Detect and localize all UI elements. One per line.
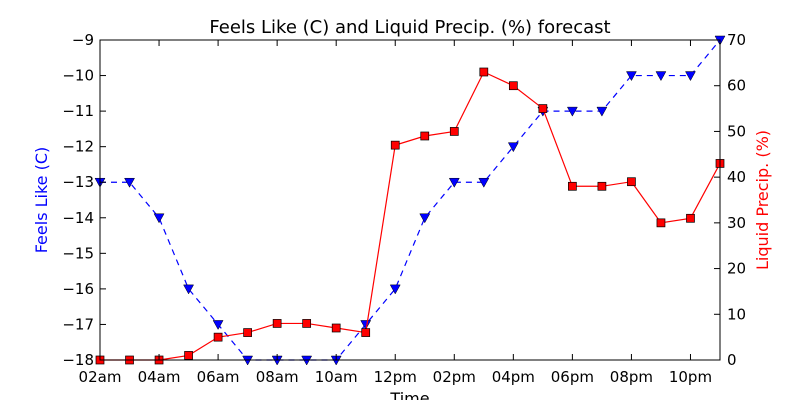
precip-point (272, 319, 282, 328)
precip-line (100, 71, 721, 361)
plot-series (94, 35, 726, 366)
right-tick-label: 10 (727, 305, 746, 323)
feels-like-point (448, 177, 460, 188)
feels-like-point (360, 320, 372, 330)
x-tick-label: 04pm (492, 368, 535, 386)
feels-like-point (566, 106, 578, 117)
x-tick-label: 10am (315, 368, 358, 386)
feels-like-point (478, 177, 490, 188)
left-axis-ticks: −18 −17 −16 −15 −14 −13 −12 −11 −10 −9 (62, 31, 106, 369)
chart-title: Feels Like (C) and Liquid Precip. (%) fo… (209, 17, 610, 38)
right-tick-label: 30 (727, 214, 746, 232)
precip-point (568, 181, 577, 191)
left-tick-label: −12 (62, 138, 94, 156)
x-axis-ticks: 02am 04am 06am 08am 10am 12pm 02pm 04pm 06pm 08pm… (79, 40, 712, 386)
feels-like-point (596, 106, 608, 117)
x-axis-label: Time (389, 389, 429, 400)
feels-like-line (100, 39, 721, 361)
precip-point (508, 81, 518, 91)
feels-like-point (212, 320, 224, 330)
precip-point (686, 213, 695, 223)
feels-like-point (685, 71, 696, 82)
left-tick-label: −13 (62, 173, 94, 191)
precip-point (420, 131, 430, 141)
feels-like-point (655, 71, 667, 82)
left-tick-label: −16 (62, 280, 94, 298)
left-tick-label: −9 (72, 31, 94, 49)
right-tick-label: 60 (727, 77, 746, 95)
right-tick-label: 70 (727, 31, 746, 49)
x-tick-label: 08am (256, 368, 299, 386)
plot-frame (99, 39, 721, 361)
right-tick-label: 40 (727, 168, 746, 186)
x-tick-label: 10pm (669, 368, 712, 386)
left-tick-label: −18 (62, 351, 94, 369)
precip-point (331, 323, 341, 333)
feels-like-point (507, 142, 519, 153)
right-axis-ticks: 0 10 20 30 40 50 60 70 (714, 31, 746, 369)
feels-like-point (153, 213, 165, 224)
x-tick-label: 02pm (433, 368, 476, 386)
feels-like-point (183, 284, 194, 295)
precip-point (538, 104, 548, 113)
precip-point (361, 328, 371, 337)
precip-point (184, 351, 193, 360)
left-tick-label: −15 (62, 244, 94, 262)
left-tick-label: −14 (62, 209, 94, 227)
x-tick-label: 04am (138, 368, 181, 386)
x-tick-label: 02am (79, 368, 122, 386)
x-tick-label: 06am (197, 368, 240, 386)
precip-point (479, 67, 489, 77)
left-tick-label: −11 (62, 102, 94, 120)
right-axis-label: Liquid Precip. (%) (753, 130, 772, 270)
x-tick-label: 12pm (374, 368, 417, 386)
right-tick-label: 0 (727, 351, 737, 369)
precip-point (627, 177, 636, 187)
precip-point (390, 140, 400, 150)
precip-point (302, 319, 312, 328)
feels-like-point (419, 213, 431, 224)
right-tick-label: 20 (727, 260, 746, 278)
precip-point (449, 127, 459, 136)
precip-point (597, 181, 607, 191)
left-axis-label: Feels Like (C) (32, 147, 51, 254)
left-tick-label: −17 (62, 315, 94, 333)
feels-like-point (626, 71, 637, 82)
x-tick-label: 06pm (551, 368, 594, 386)
left-tick-label: −10 (62, 67, 94, 85)
right-tick-label: 50 (727, 122, 746, 140)
precip-point (243, 328, 252, 337)
feels-like-point (389, 284, 401, 295)
precip-point (656, 218, 666, 228)
x-tick-label: 08pm (610, 368, 653, 386)
precip-point (213, 332, 223, 342)
feels-like-point (124, 177, 135, 188)
